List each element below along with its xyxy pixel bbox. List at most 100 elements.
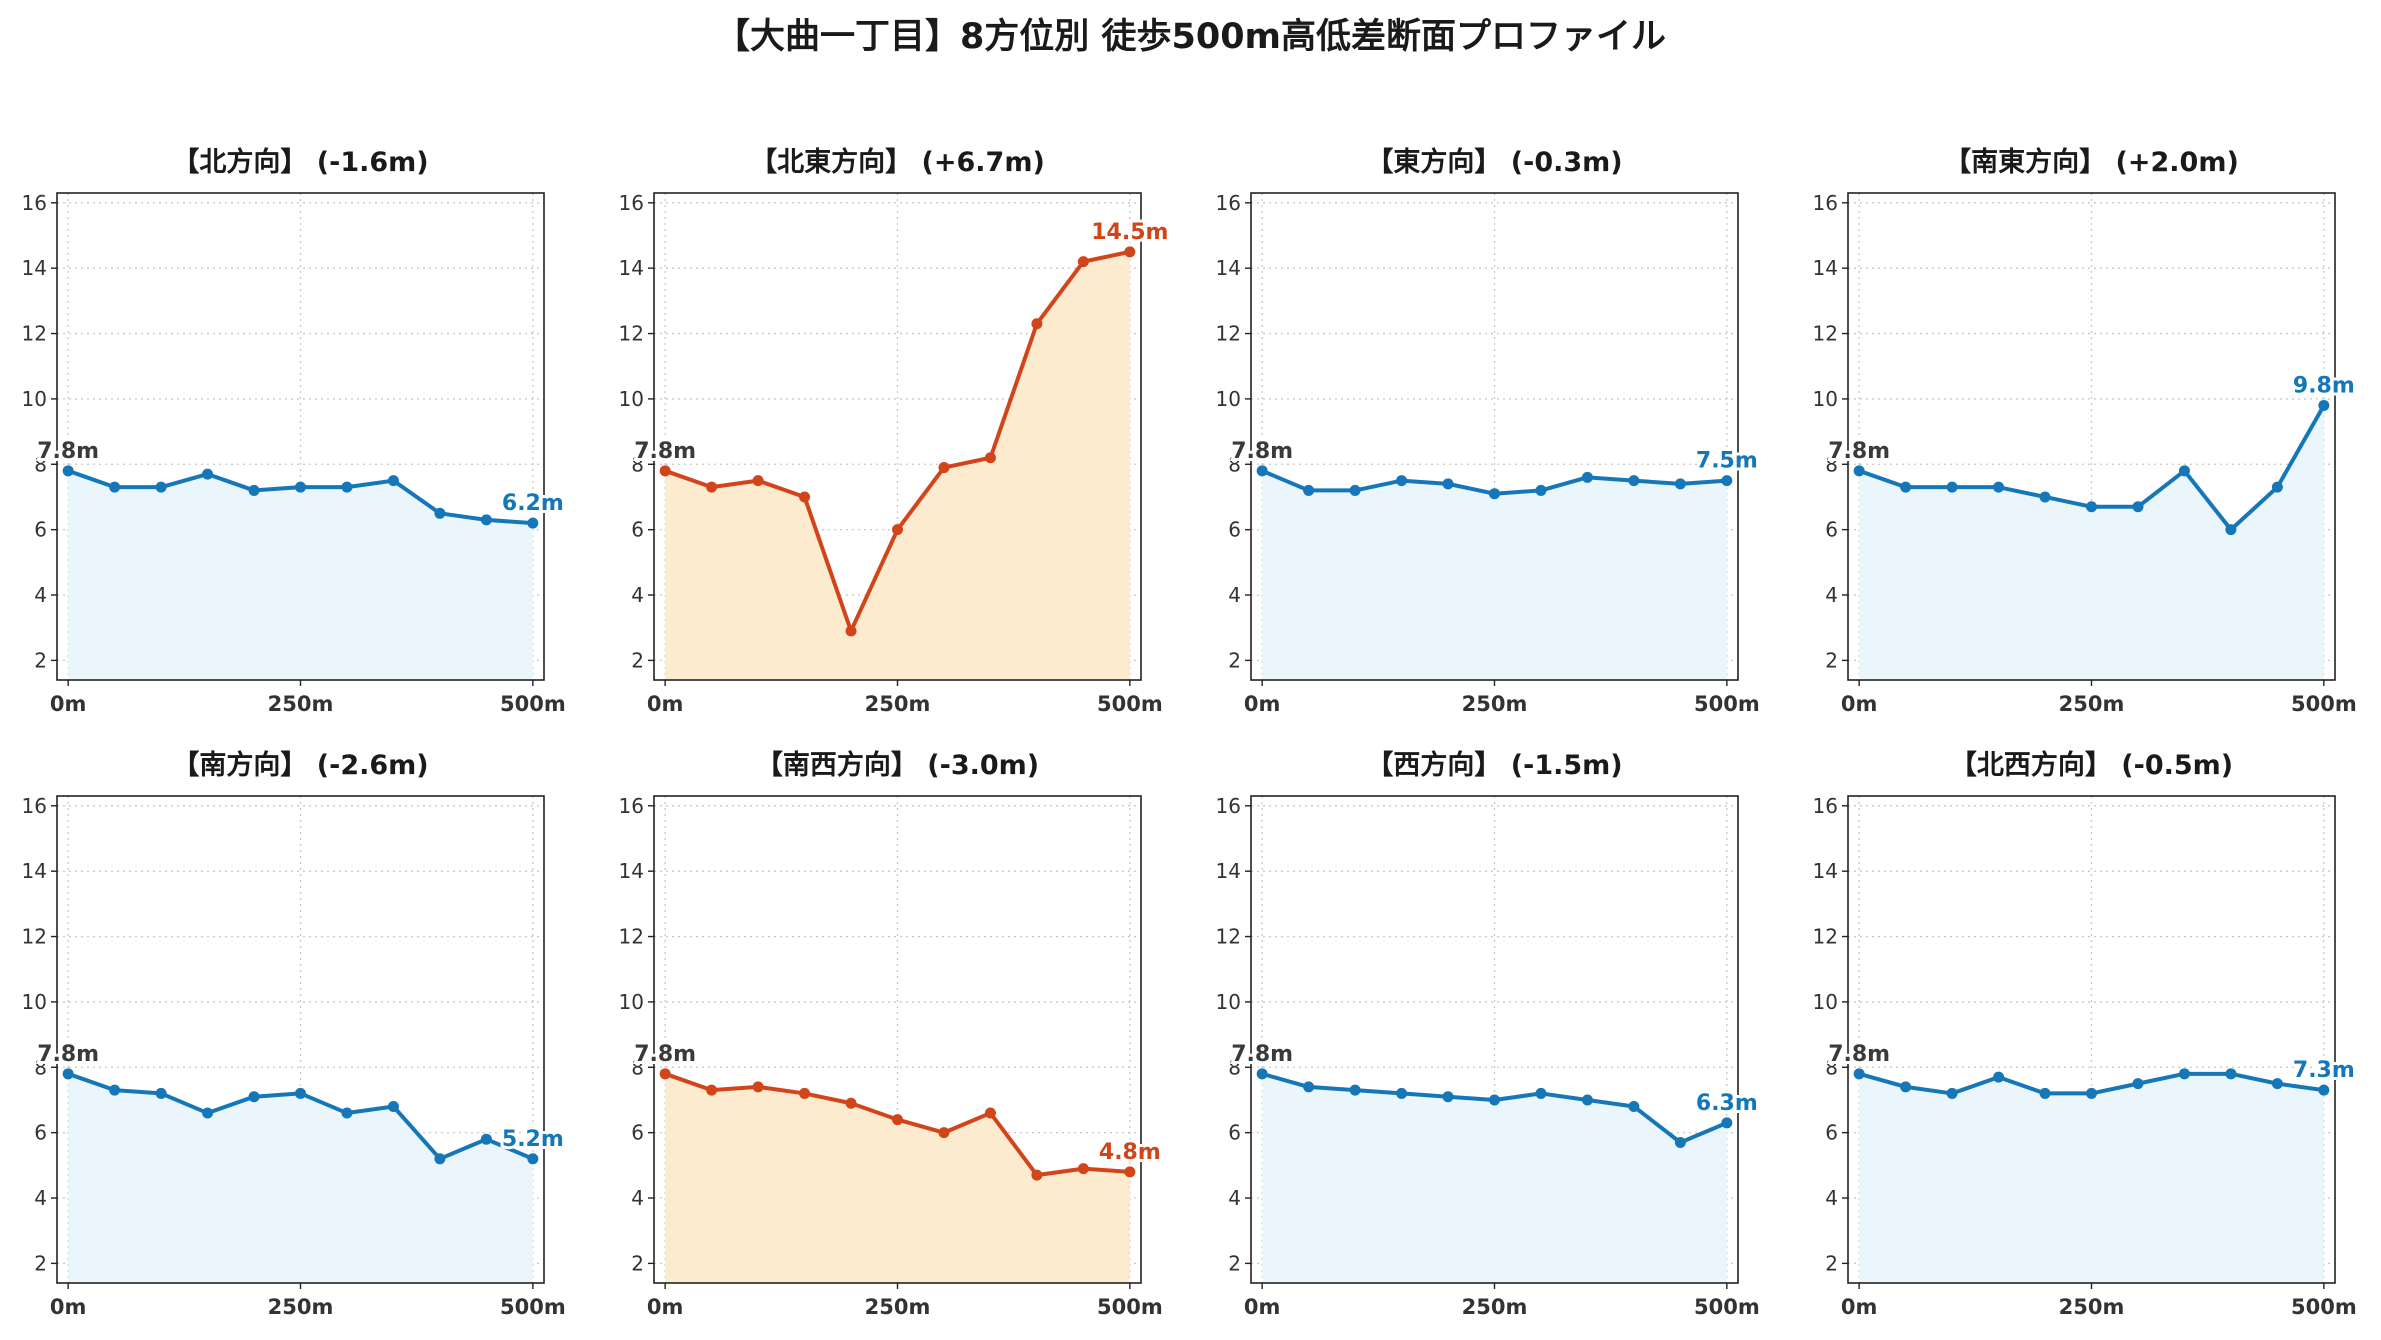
data-point bbox=[1124, 1166, 1136, 1178]
data-point bbox=[109, 1084, 121, 1096]
data-point bbox=[1124, 246, 1136, 258]
y-tick-label: 6 bbox=[34, 518, 47, 542]
y-tick-label: 6 bbox=[631, 1121, 644, 1145]
data-point bbox=[1489, 488, 1500, 500]
y-tick-label: 10 bbox=[1813, 387, 1838, 411]
y-tick-label: 2 bbox=[34, 1251, 47, 1275]
data-point bbox=[1993, 1071, 2005, 1083]
y-tick-label: 16 bbox=[1813, 191, 1838, 215]
data-point bbox=[1993, 481, 2005, 493]
y-tick-label: 16 bbox=[1216, 191, 1241, 215]
data-point bbox=[1628, 1101, 1640, 1113]
chart-title: 【南方向】 (-2.6m) bbox=[172, 749, 428, 781]
end-label: 6.2m bbox=[502, 491, 564, 516]
y-tick-label: 10 bbox=[1813, 990, 1838, 1014]
data-point bbox=[2178, 1068, 2190, 1080]
y-tick-label: 10 bbox=[619, 387, 644, 411]
data-point bbox=[1396, 475, 1408, 487]
data-point bbox=[387, 475, 399, 487]
x-tick-label: 500m bbox=[500, 1295, 566, 1319]
data-point bbox=[1853, 465, 1865, 477]
x-tick-label: 0m bbox=[50, 692, 87, 716]
data-point bbox=[752, 475, 764, 487]
data-point bbox=[1396, 1087, 1408, 1099]
data-point bbox=[1442, 1091, 1454, 1103]
y-tick-label: 16 bbox=[22, 191, 47, 215]
x-tick-label: 0m bbox=[647, 692, 684, 716]
data-point bbox=[1581, 471, 1593, 483]
data-point bbox=[248, 1091, 260, 1103]
figure-title: 【大曲一丁目】8方位別 徒歩500m高低差断面プロファイル bbox=[714, 17, 1667, 57]
start-label: 7.8m bbox=[37, 1042, 99, 1067]
data-point bbox=[984, 452, 996, 464]
y-tick-label: 8 bbox=[631, 1055, 644, 1079]
data-point bbox=[1303, 1081, 1315, 1093]
y-tick-label: 2 bbox=[631, 1251, 644, 1275]
data-point bbox=[1674, 1136, 1686, 1148]
data-point bbox=[2318, 1084, 2330, 1096]
y-tick-label: 4 bbox=[1825, 583, 1838, 607]
data-point bbox=[1581, 1094, 1593, 1106]
y-tick-label: 12 bbox=[1216, 925, 1241, 949]
y-tick-label: 6 bbox=[34, 1121, 47, 1145]
area-fill bbox=[665, 1073, 1130, 1283]
y-tick-label: 14 bbox=[1813, 859, 1838, 883]
y-tick-label: 6 bbox=[1825, 1121, 1838, 1145]
data-point bbox=[527, 1153, 539, 1165]
y-tick-label: 2 bbox=[1228, 1251, 1241, 1275]
data-point bbox=[480, 514, 492, 526]
data-point bbox=[341, 1107, 353, 1119]
y-tick-label: 4 bbox=[34, 1186, 47, 1210]
start-label: 7.8m bbox=[1828, 439, 1890, 464]
data-point bbox=[799, 491, 811, 503]
area-fill bbox=[1262, 1073, 1727, 1283]
start-label: 7.8m bbox=[1231, 1042, 1293, 1067]
x-tick-label: 500m bbox=[2291, 692, 2357, 716]
y-tick-label: 12 bbox=[22, 322, 47, 346]
y-tick-label: 10 bbox=[1216, 387, 1241, 411]
y-tick-label: 10 bbox=[1216, 990, 1241, 1014]
y-tick-label: 4 bbox=[1228, 583, 1241, 607]
data-point bbox=[341, 481, 353, 493]
y-tick-label: 6 bbox=[631, 518, 644, 542]
area-fill bbox=[665, 251, 1130, 680]
data-point bbox=[434, 507, 446, 519]
data-point bbox=[1900, 481, 1912, 493]
data-point bbox=[2086, 1087, 2097, 1099]
y-tick-label: 6 bbox=[1825, 518, 1838, 542]
data-point bbox=[2039, 1087, 2051, 1099]
data-point bbox=[2225, 524, 2237, 536]
data-point bbox=[659, 1068, 671, 1080]
data-point bbox=[2178, 465, 2190, 477]
y-tick-label: 16 bbox=[619, 191, 644, 215]
x-tick-label: 0m bbox=[50, 1295, 87, 1319]
data-point bbox=[706, 1084, 718, 1096]
data-point bbox=[799, 1087, 811, 1099]
data-point bbox=[1900, 1081, 1912, 1093]
area-fill bbox=[68, 470, 533, 680]
data-point bbox=[1535, 484, 1547, 496]
data-point bbox=[706, 481, 718, 493]
y-tick-label: 2 bbox=[1228, 648, 1241, 672]
data-point bbox=[434, 1153, 446, 1165]
data-point bbox=[659, 465, 671, 477]
chart-title: 【北西方向】 (-0.5m) bbox=[1950, 749, 2233, 781]
data-point bbox=[2086, 501, 2097, 513]
data-point bbox=[2039, 491, 2051, 503]
area-fill bbox=[1859, 405, 2324, 680]
y-tick-label: 6 bbox=[1228, 518, 1241, 542]
data-point bbox=[1031, 318, 1043, 330]
y-tick-label: 12 bbox=[619, 322, 644, 346]
chart-title: 【北東方向】 (+6.7m) bbox=[750, 146, 1045, 178]
x-tick-label: 0m bbox=[1244, 692, 1281, 716]
chart-title: 【南西方向】 (-3.0m) bbox=[756, 749, 1039, 781]
chart-panel-0: 【北方向】 (-1.6m) 2 4 6 8 10 12 14 16 0m 250m 500m 7.8m 6… bbox=[22, 146, 567, 716]
y-tick-label: 10 bbox=[22, 990, 47, 1014]
data-point bbox=[62, 465, 74, 477]
y-tick-label: 2 bbox=[631, 648, 644, 672]
data-point bbox=[1077, 256, 1089, 268]
data-point bbox=[2271, 481, 2283, 493]
data-point bbox=[2132, 1078, 2144, 1090]
data-point bbox=[1674, 478, 1686, 490]
